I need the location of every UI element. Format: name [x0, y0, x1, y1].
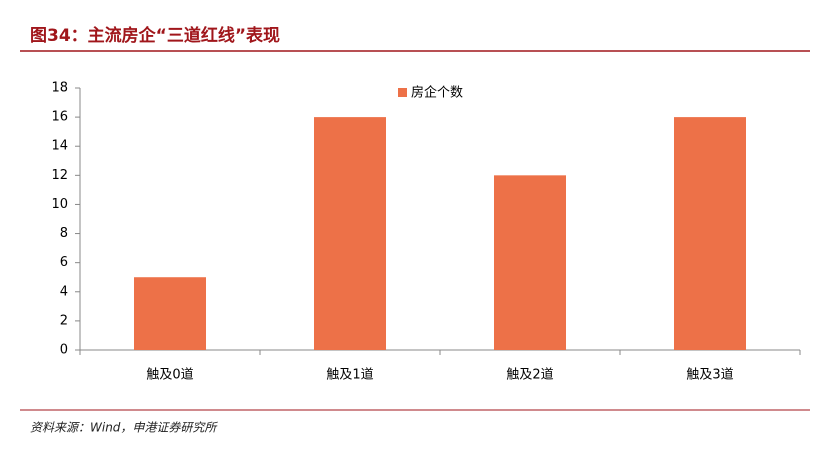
y-tick-label: 8 — [60, 226, 68, 241]
x-tick-label: 触及1道 — [326, 368, 373, 383]
legend-swatch — [398, 88, 407, 97]
bar — [134, 277, 206, 350]
source: 资料来源：Wind，申港证券研究所 — [30, 421, 218, 435]
y-tick-label: 16 — [51, 110, 68, 125]
y-tick-label: 4 — [60, 284, 68, 299]
y-tick-label: 10 — [51, 197, 68, 212]
y-tick-label: 18 — [51, 81, 68, 96]
bar — [314, 117, 386, 350]
x-tick-label: 触及0道 — [146, 368, 193, 383]
bar — [494, 175, 566, 350]
y-tick-label: 6 — [60, 255, 68, 270]
y-tick-label: 2 — [60, 313, 68, 328]
y-tick-label: 14 — [51, 139, 68, 154]
y-tick-label: 0 — [60, 343, 68, 358]
bar — [674, 117, 746, 350]
x-tick-label: 触及3道 — [686, 368, 733, 383]
x-tick-label: 触及2道 — [506, 368, 553, 383]
title: 图34：主流房企“三道红线”表现 — [30, 25, 280, 46]
legend-label: 房企个数 — [411, 85, 463, 101]
y-tick-label: 12 — [51, 168, 68, 183]
